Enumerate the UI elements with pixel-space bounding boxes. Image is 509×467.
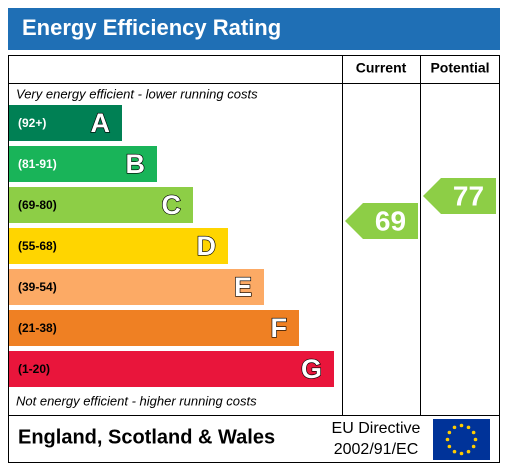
rating-arrow xyxy=(423,178,496,214)
column-header: Potential xyxy=(430,60,489,76)
band-letter: F xyxy=(271,313,288,343)
frame xyxy=(8,55,500,463)
band-letter: A xyxy=(91,108,111,138)
band-letter: E xyxy=(234,272,252,302)
column-header: Current xyxy=(356,60,407,76)
band-range: (81-91) xyxy=(18,157,57,171)
band xyxy=(9,269,264,305)
band-range: (1-20) xyxy=(18,362,50,376)
rating-value: 77 xyxy=(453,180,484,211)
band-range: (39-54) xyxy=(18,280,57,294)
directive: EU Directive xyxy=(332,420,421,437)
star xyxy=(471,430,476,435)
band xyxy=(9,310,299,346)
star xyxy=(452,425,457,430)
star xyxy=(466,449,471,454)
eu-stars xyxy=(445,423,478,456)
band-range: (55-68) xyxy=(18,239,57,253)
band-range: (92+) xyxy=(18,116,46,130)
star xyxy=(466,425,471,430)
band xyxy=(9,351,334,387)
band-letter: G xyxy=(301,354,322,384)
title: Energy Efficiency Rating xyxy=(22,15,281,40)
band xyxy=(9,105,122,141)
title-bar xyxy=(8,8,500,50)
star xyxy=(445,437,450,442)
band-range: (69-80) xyxy=(18,198,57,212)
band-letter: D xyxy=(197,231,217,261)
band-letter: C xyxy=(162,190,182,220)
top-note: Very energy efficient - lower running co… xyxy=(16,86,258,101)
region: England, Scotland & Wales xyxy=(18,426,275,448)
star xyxy=(473,437,478,442)
directive: 2002/91/EC xyxy=(334,441,419,458)
star xyxy=(447,444,452,449)
star xyxy=(459,451,464,456)
band-letter: B xyxy=(126,149,146,179)
rating-value: 69 xyxy=(375,205,406,236)
band xyxy=(9,187,193,223)
bottom-note: Not energy efficient - higher running co… xyxy=(16,393,257,408)
band-range: (21-38) xyxy=(18,321,57,335)
star xyxy=(471,444,476,449)
star xyxy=(447,430,452,435)
band xyxy=(9,228,228,264)
rating-arrow xyxy=(345,203,418,239)
star xyxy=(459,423,464,428)
band xyxy=(9,146,157,182)
star xyxy=(452,449,457,454)
